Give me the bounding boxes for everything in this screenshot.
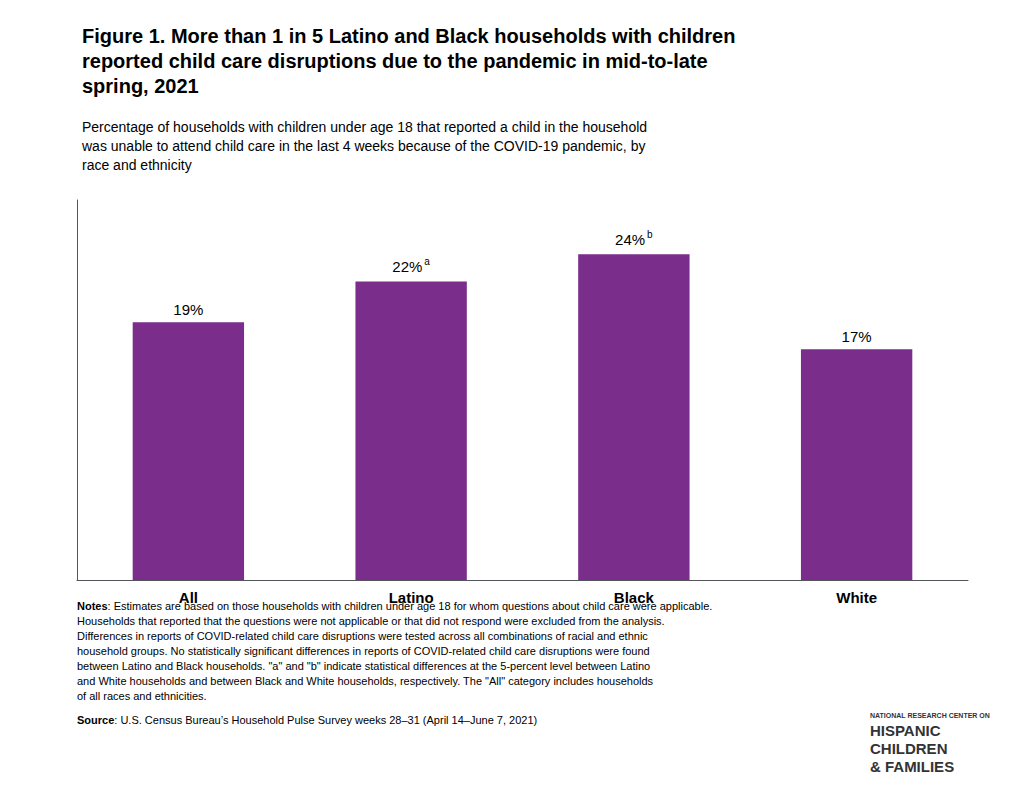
svg-text:Percentage of households with: Percentage of households with children u… bbox=[82, 119, 647, 135]
svg-text:spring, 2021: spring, 2021 bbox=[82, 75, 199, 97]
svg-text:Figure 1. More than 1 in 5 Lat: Figure 1. More than 1 in 5 Latino and Bl… bbox=[82, 25, 735, 47]
svg-text:& FAMILIES: & FAMILIES bbox=[870, 758, 954, 775]
svg-text:Source: Source bbox=[77, 714, 114, 726]
svg-text:Latino: Latino bbox=[389, 589, 434, 606]
svg-text:a: a bbox=[424, 256, 430, 267]
svg-text:b: b bbox=[647, 229, 653, 240]
svg-text:White: White bbox=[836, 589, 877, 606]
svg-text:between Latino and Black house: between Latino and Black households. "a"… bbox=[77, 660, 650, 672]
svg-text:22%: 22% bbox=[392, 258, 422, 275]
svg-text:19%: 19% bbox=[173, 301, 203, 318]
svg-text:CHILDREN: CHILDREN bbox=[870, 740, 948, 757]
svg-text:Differences in reports of COVI: Differences in reports of COVID-related … bbox=[77, 630, 648, 642]
svg-text:: U.S. Census Bureau’s Househo: : U.S. Census Bureau’s Household Pulse S… bbox=[114, 714, 537, 726]
svg-text:Notes: Notes bbox=[77, 600, 108, 612]
svg-text:24%: 24% bbox=[615, 231, 645, 248]
svg-text:race and ethnicity: race and ethnicity bbox=[82, 157, 192, 173]
svg-text:Black: Black bbox=[614, 589, 655, 606]
svg-text:reported child care disruption: reported child care disruptions due to t… bbox=[82, 50, 708, 72]
svg-text:All: All bbox=[179, 589, 198, 606]
svg-text:and White households and betwe: and White households and between Black a… bbox=[77, 675, 654, 687]
svg-text:HISPANIC: HISPANIC bbox=[870, 722, 941, 739]
svg-text:was unable to attend child car: was unable to attend child care in the l… bbox=[81, 138, 645, 154]
svg-text:NATIONAL RESEARCH CENTER ON: NATIONAL RESEARCH CENTER ON bbox=[870, 712, 990, 719]
svg-text:household groups. No statistic: household groups. No statistically signi… bbox=[77, 645, 650, 657]
svg-text:Households that reported that: Households that reported that the questi… bbox=[77, 615, 665, 627]
svg-text:17%: 17% bbox=[842, 328, 872, 345]
svg-text:of all races and ethnicities.: of all races and ethnicities. bbox=[77, 690, 207, 702]
